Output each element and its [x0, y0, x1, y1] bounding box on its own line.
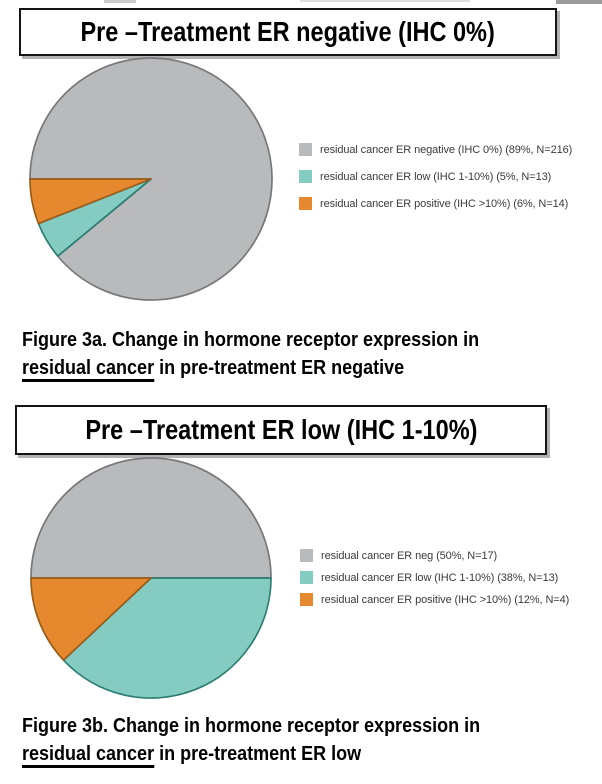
figure-b-caption: Figure 3b. Change in hormone receptor ex…: [22, 712, 480, 768]
legend-label: residual cancer ER negative (IHC 0%) (89…: [320, 143, 573, 156]
legend-b: residual cancer ER neg (50%, N=17) resid…: [300, 549, 569, 615]
caption-text: in pre-treatment ER negative: [154, 357, 405, 379]
caption-line: residual cancer in pre-treatment ER low: [22, 740, 480, 768]
pie-slice: [30, 457, 272, 579]
figure-a-caption: Figure 3a. Change in hormone receptor ex…: [22, 326, 479, 382]
legend-label: residual cancer ER positive (IHC >10%) (…: [320, 197, 569, 210]
legend-swatch: [299, 197, 312, 210]
figure-a-title-box: Pre –Treatment ER negative (IHC 0%): [19, 8, 557, 56]
legend-swatch: [300, 593, 313, 606]
screenshot-artifact: [104, 0, 136, 3]
pie-slice: [62, 577, 272, 699]
legend-label: residual cancer ER low (IHC 1-10%) (5%, …: [320, 170, 552, 183]
caption-line: Figure 3b. Change in hormone receptor ex…: [22, 715, 481, 737]
screenshot-artifact: [300, 0, 470, 2]
caption-text: in pre-treatment ER low: [154, 743, 362, 765]
legend-swatch: [300, 549, 313, 562]
pie-slice: [30, 577, 152, 661]
legend-swatch: [299, 143, 312, 156]
figure-b-title-box: Pre –Treatment ER low (IHC 1-10%): [15, 405, 547, 455]
legend-item: residual cancer ER low (IHC 1-10%) (5%, …: [299, 170, 572, 183]
caption-line: residual cancer in pre-treatment ER nega…: [22, 354, 479, 382]
legend-label: residual cancer ER positive (IHC >10%) (…: [321, 593, 570, 606]
caption-underlined-text: residual cancer: [22, 743, 155, 768]
screenshot-artifact: [556, 0, 602, 4]
legend-swatch: [299, 170, 312, 183]
legend-item: residual cancer ER positive (IHC >10%) (…: [299, 197, 572, 210]
legend-item: residual cancer ER neg (50%, N=17): [300, 549, 569, 562]
pie-chart-a: [29, 57, 273, 301]
legend-item: residual cancer ER negative (IHC 0%) (89…: [299, 143, 572, 156]
pie-chart-b: [30, 457, 272, 699]
caption-underlined-text: residual cancer: [22, 357, 155, 382]
pie-slice: [29, 178, 152, 225]
caption-line: Figure 3a. Change in hormone receptor ex…: [22, 329, 480, 351]
legend-label: residual cancer ER low (IHC 1-10%) (38%,…: [321, 571, 559, 584]
figure-a-title: Pre –Treatment ER negative (IHC 0%): [80, 16, 496, 47]
legend-label: residual cancer ER neg (50%, N=17): [321, 549, 498, 562]
figure-b-title: Pre –Treatment ER low (IHC 1-10%): [84, 414, 478, 445]
legend-swatch: [300, 571, 313, 584]
legend-a: residual cancer ER negative (IHC 0%) (89…: [299, 143, 572, 224]
legend-item: residual cancer ER low (IHC 1-10%) (38%,…: [300, 571, 569, 584]
legend-item: residual cancer ER positive (IHC >10%) (…: [300, 593, 569, 606]
